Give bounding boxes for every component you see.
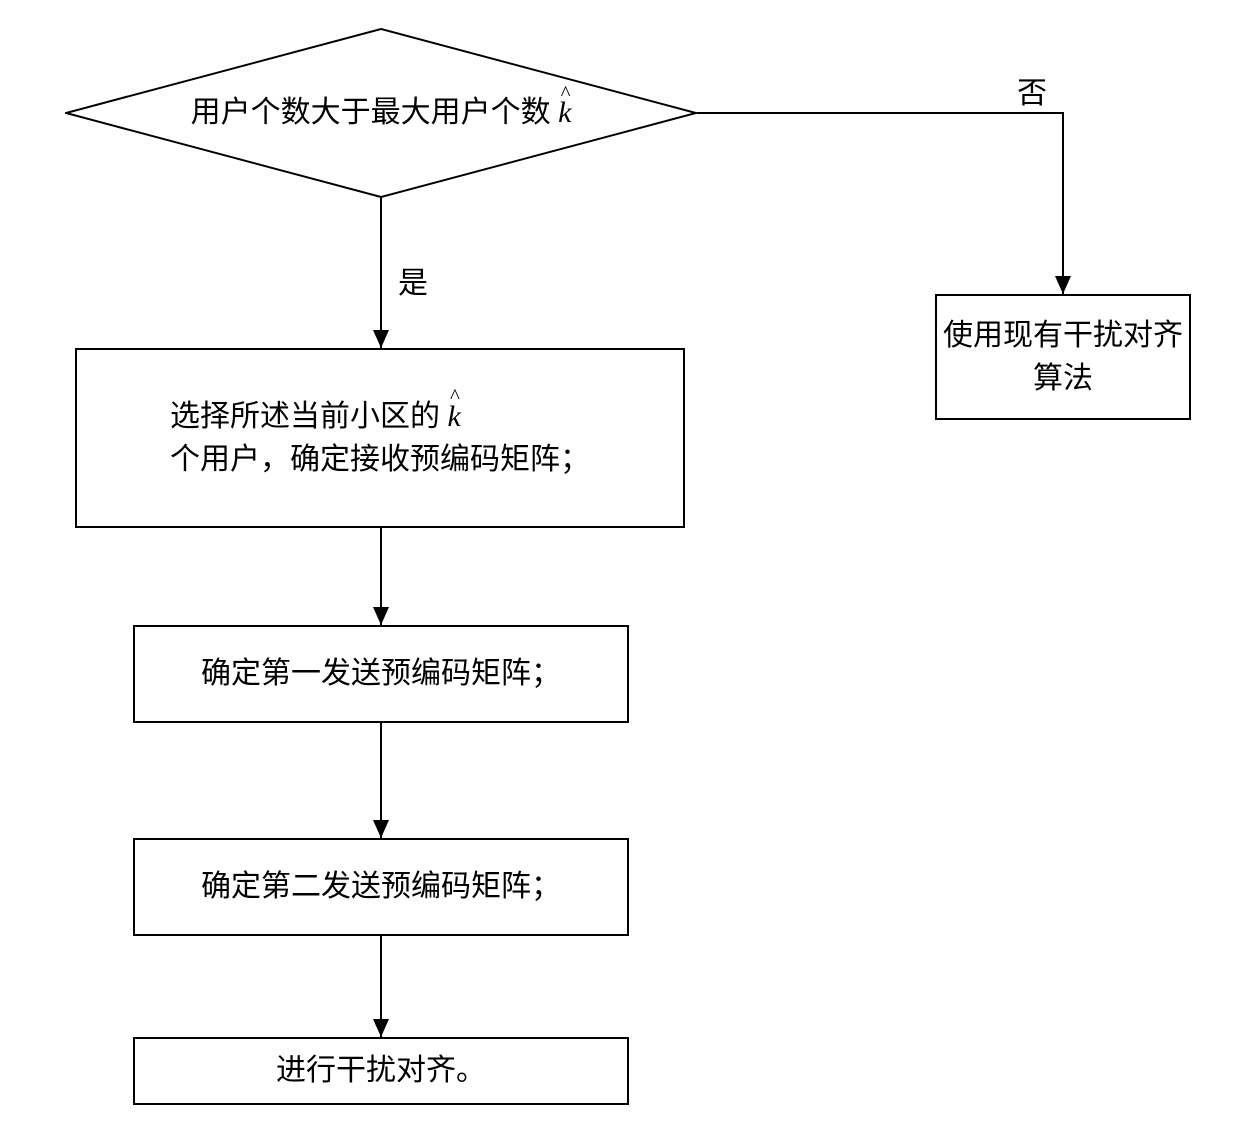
edges-svg — [0, 0, 1240, 1142]
